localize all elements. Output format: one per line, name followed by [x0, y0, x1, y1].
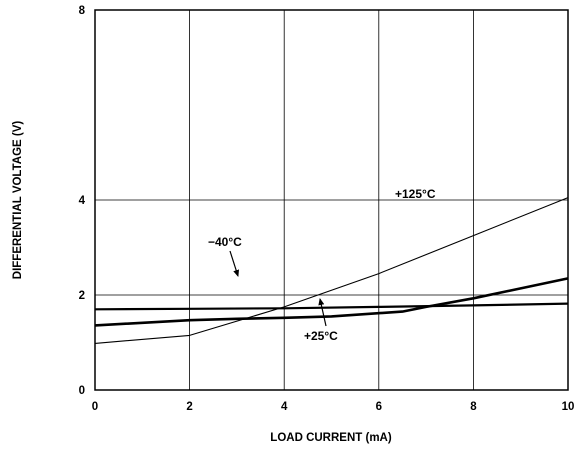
- plot-frame: [94, 9, 569, 391]
- series-line-40c: [94, 302, 569, 311]
- series-line-25c: [94, 277, 569, 327]
- x-axis-ticks: 0 2 4 6 8 10: [92, 401, 575, 413]
- y-tick-label: 8: [79, 5, 86, 17]
- annotations: +125°C −40°C +25°C: [208, 187, 436, 343]
- curve-label-arrow: [318, 298, 327, 327]
- grid-lines: [95, 10, 568, 390]
- x-tick-label: 2: [186, 401, 192, 413]
- curve-label-arrow: [229, 250, 240, 277]
- curve-label: −40°C: [208, 235, 242, 249]
- y-tick-label: 4: [79, 195, 86, 207]
- y-axis-title: DIFFERENTIAL VOLTAGE (V): [12, 121, 24, 280]
- x-tick-label: 4: [281, 401, 288, 413]
- x-tick-label: 6: [376, 401, 382, 413]
- y-tick-label: 2: [79, 290, 85, 302]
- x-tick-label: 8: [470, 401, 477, 413]
- y-tick-label: 0: [79, 385, 85, 397]
- x-tick-label: 10: [562, 401, 575, 413]
- curve-label: +125°C: [395, 187, 436, 201]
- series-line-125c: [94, 197, 569, 344]
- series-lines: [94, 197, 569, 344]
- x-tick-label: 0: [92, 401, 98, 413]
- x-axis-title: LOAD CURRENT (mA): [270, 432, 392, 444]
- curve-label: +25°C: [304, 329, 338, 343]
- y-axis-ticks: 0 2 4 8: [79, 5, 86, 397]
